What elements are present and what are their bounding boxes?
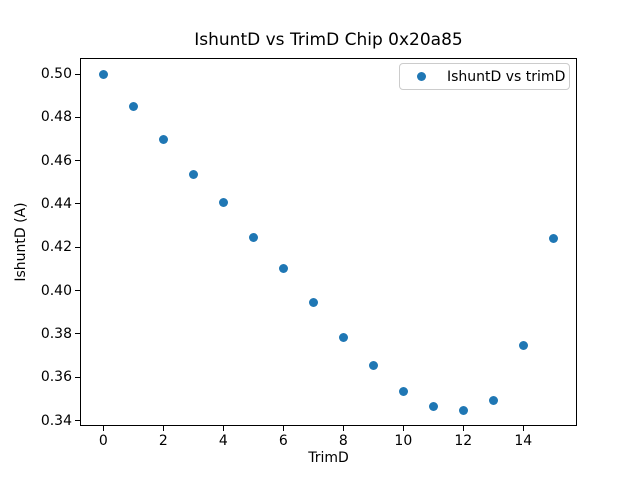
data-point — [248, 233, 258, 243]
y-axis-label: IshuntD (A) — [13, 202, 29, 282]
y-tick-label: 0.50 — [40, 66, 72, 83]
x-tick — [282, 426, 284, 431]
data-point — [428, 402, 438, 411]
y-tick-label: 0.40 — [40, 282, 72, 299]
y-tick-label: 0.48 — [40, 109, 72, 126]
y-tick — [75, 333, 80, 335]
y-tick — [75, 376, 80, 378]
data-point — [548, 234, 558, 244]
y-tick-label: 0.44 — [40, 195, 72, 212]
x-tick — [402, 426, 404, 431]
data-point — [338, 332, 348, 342]
data-point — [218, 198, 228, 208]
data-point — [518, 341, 528, 351]
data-point — [308, 298, 318, 308]
data-point — [128, 102, 138, 112]
x-tick-label: 12 — [454, 433, 473, 449]
data-point — [458, 406, 468, 416]
x-tick — [522, 426, 524, 431]
y-tick — [75, 420, 80, 422]
y-tick-label: 0.42 — [40, 239, 72, 256]
chart-title: IshuntD vs TrimD Chip 0x20a85 — [194, 30, 463, 50]
legend-marker-icon — [417, 72, 426, 81]
x-tick-label: 14 — [514, 433, 533, 449]
data-point — [278, 264, 288, 274]
data-point — [398, 386, 408, 396]
y-tick — [75, 246, 80, 248]
y-tick-label: 0.38 — [40, 325, 72, 342]
x-tick-label: 0 — [98, 433, 108, 449]
plot-area — [80, 58, 577, 426]
y-tick — [75, 116, 80, 118]
x-tick — [462, 426, 464, 431]
data-point — [188, 170, 198, 180]
y-tick — [75, 160, 80, 162]
x-tick-label: 6 — [278, 433, 288, 449]
x-tick-label: 8 — [338, 433, 348, 449]
x-tick — [102, 426, 104, 431]
y-tick — [75, 290, 80, 292]
y-tick-label: 0.46 — [40, 152, 72, 169]
data-point — [158, 134, 168, 144]
x-tick — [222, 426, 224, 431]
y-tick — [75, 203, 80, 205]
data-point — [368, 360, 378, 370]
y-tick-label: 0.36 — [40, 369, 72, 386]
data-point — [488, 395, 498, 405]
x-tick-label: 2 — [158, 433, 168, 449]
data-point — [98, 69, 108, 79]
legend: IshuntD vs trimD — [399, 63, 570, 90]
legend-label: IshuntD vs trimD — [447, 68, 566, 85]
y-tick — [75, 73, 80, 75]
x-tick — [162, 426, 164, 431]
x-axis-label: TrimD — [308, 450, 349, 466]
x-tick — [342, 426, 344, 431]
x-tick-label: 4 — [218, 433, 228, 449]
x-tick-label: 10 — [394, 433, 413, 449]
y-tick-label: 0.34 — [40, 412, 72, 429]
